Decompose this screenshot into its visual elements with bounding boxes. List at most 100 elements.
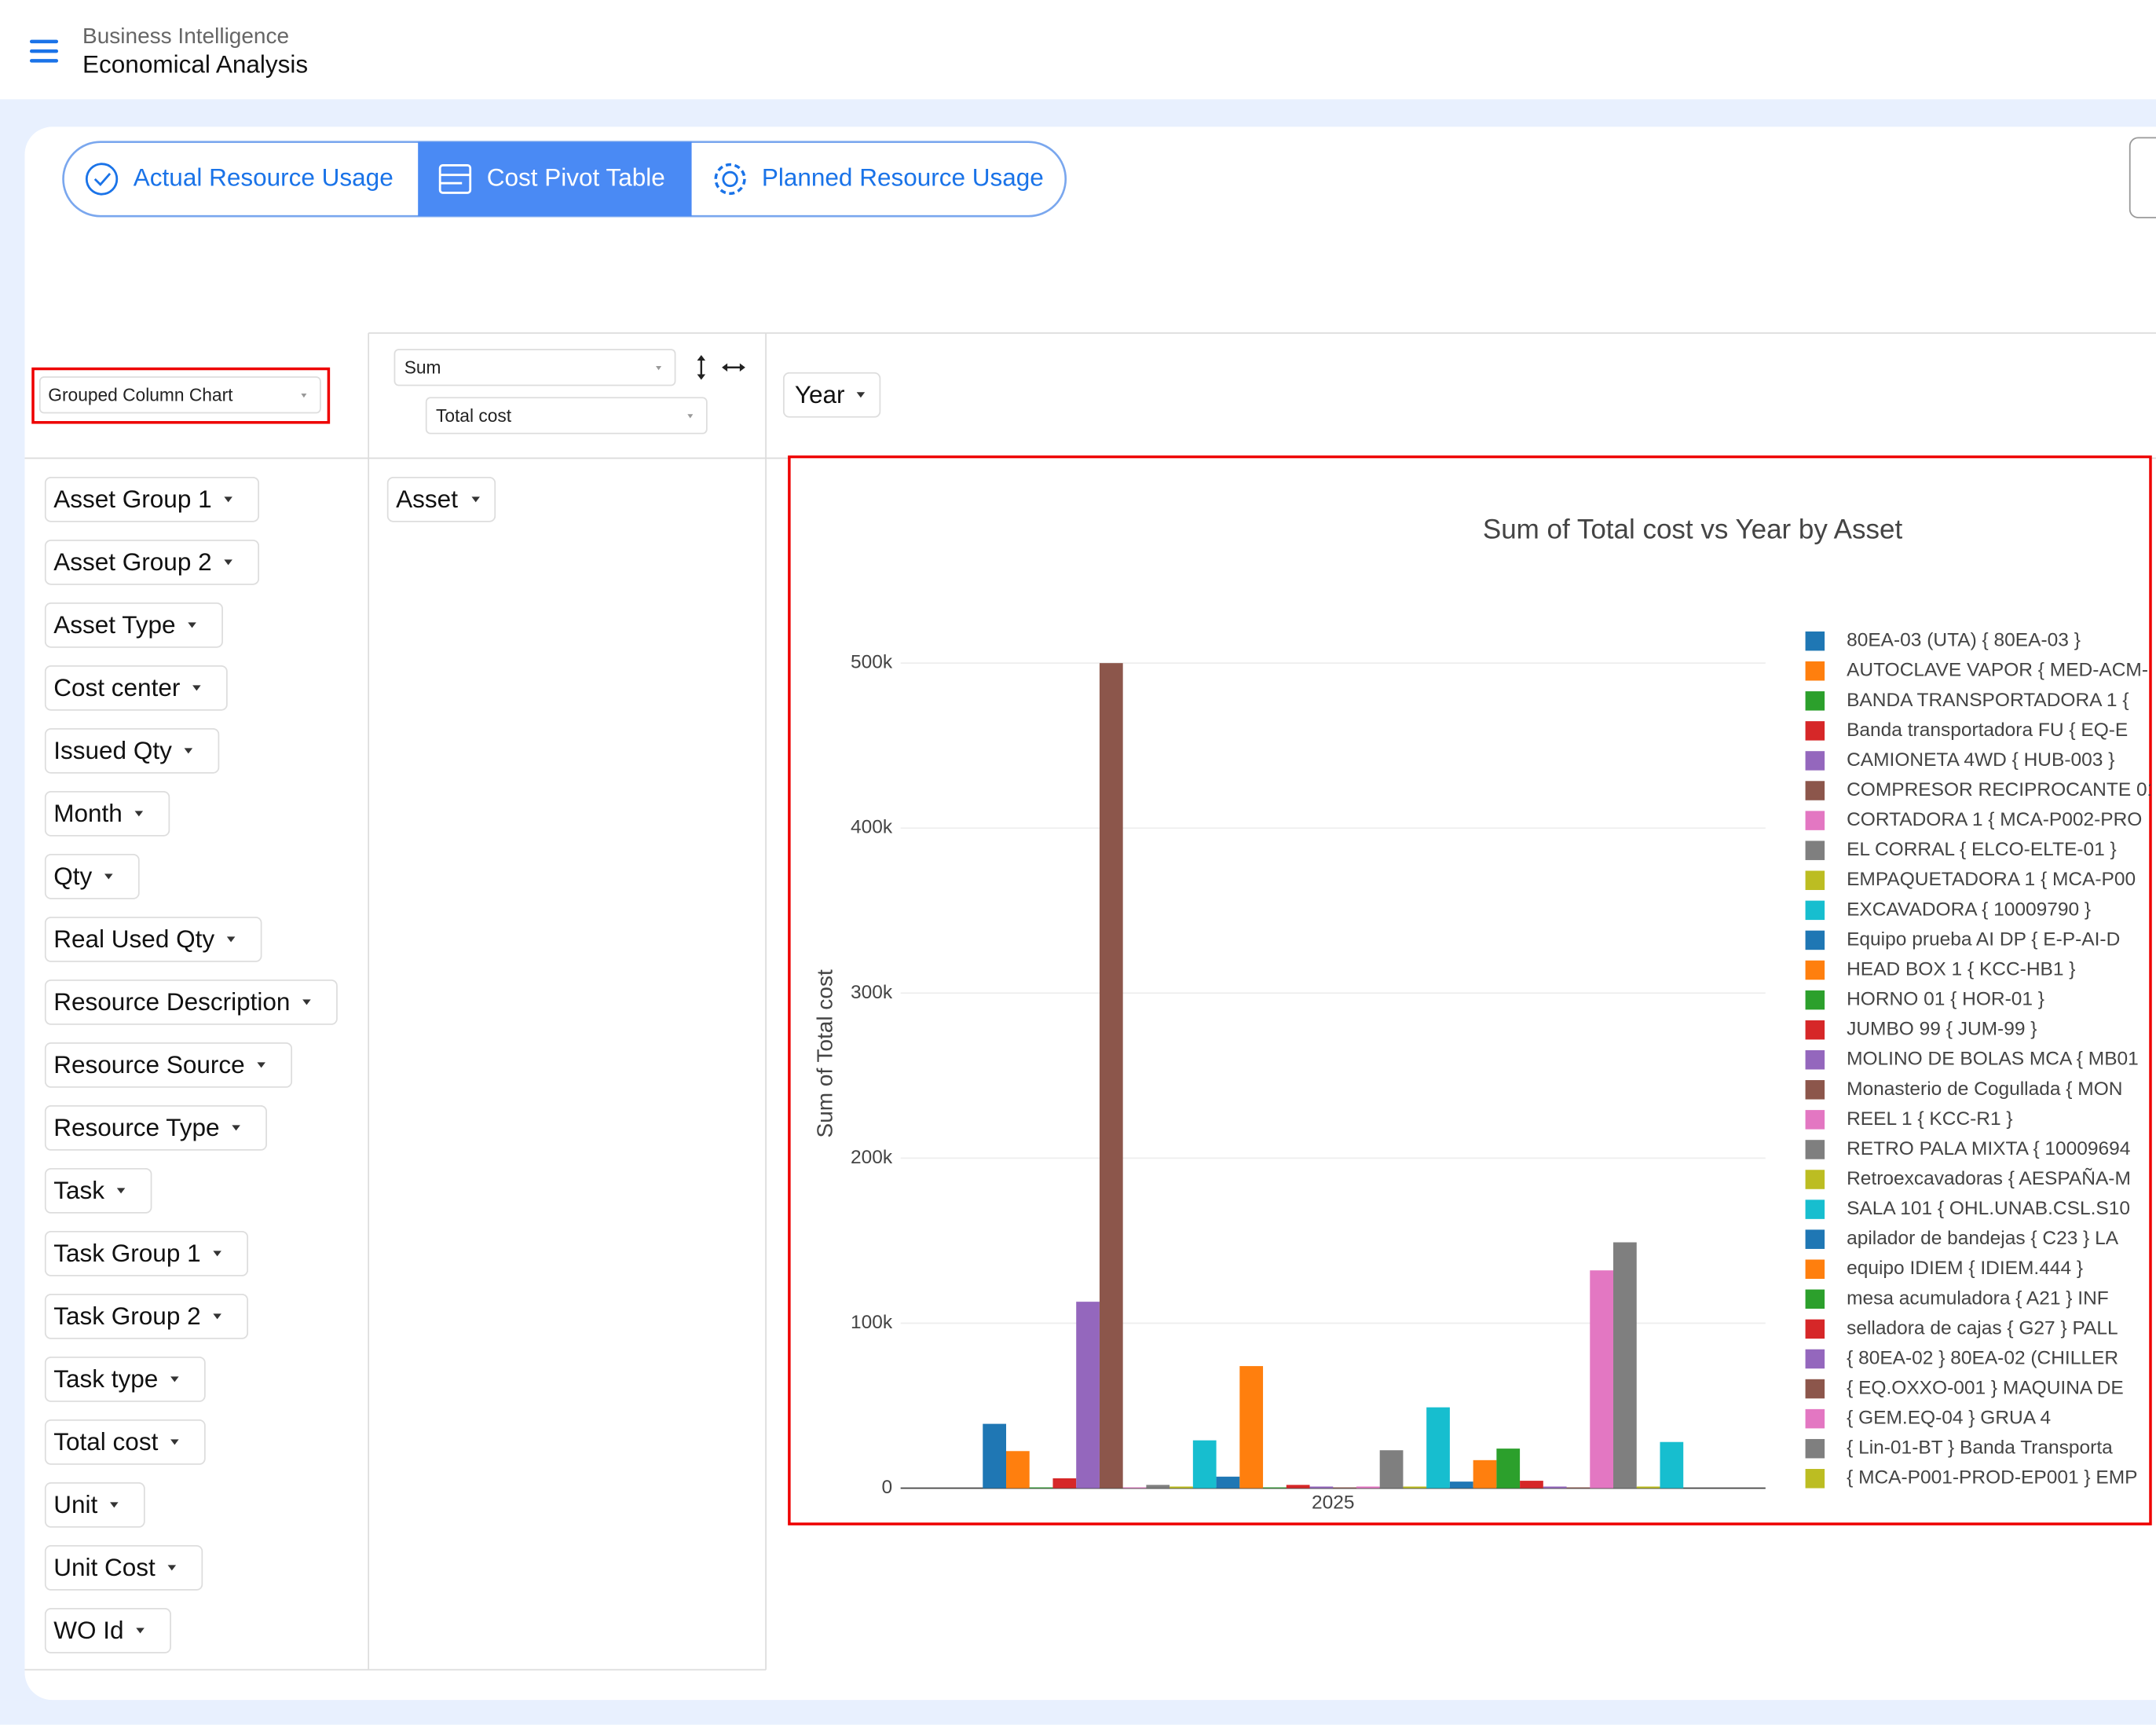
legend-label[interactable]: { 80EA-02 } 80EA-02 (CHILLER	[1847, 1347, 2118, 1368]
legend-label[interactable]: { GEM.EQ-04 } GRUA 4	[1847, 1408, 2051, 1429]
legend-label[interactable]: Equipo prueba AI DP { E-P-AI-D	[1847, 928, 2120, 950]
field-pill[interactable]	[44, 1104, 267, 1151]
field-label: Unit	[53, 1490, 97, 1518]
dropdown-caret	[167, 1565, 177, 1571]
tab[interactable]: Cost Pivot Table	[487, 163, 665, 191]
bar	[1449, 1481, 1473, 1489]
legend-label[interactable]: Banda transportadora FU { EQ-E	[1847, 720, 2128, 741]
side-control[interactable]	[2129, 137, 2156, 218]
field-label: Unit Cost	[53, 1553, 156, 1581]
attribute-select[interactable]	[425, 397, 708, 434]
legend-label[interactable]: equipo IDIEM { IDIEM.444 }	[1847, 1258, 2083, 1279]
legend-label[interactable]: Monasterio de Cogullada { MON	[1847, 1079, 2122, 1100]
col-field[interactable]	[782, 372, 881, 418]
field-label: Resource Source	[53, 1050, 244, 1079]
legend-label[interactable]: AUTOCLAVE VAPOR { MED-ACM-	[1847, 660, 2148, 681]
legend-label[interactable]: MOLINO DE BOLAS MCA { MB01	[1847, 1049, 2139, 1070]
field-pill[interactable]	[44, 853, 140, 899]
legend-label[interactable]: EXCAVADORA { 10009790 }	[1847, 899, 2091, 920]
renderer-select[interactable]	[38, 376, 321, 414]
legend-label[interactable]: CORTADORA 1 { MCA-P002-PRO	[1847, 809, 2142, 830]
row-field-label: Asset	[396, 485, 458, 513]
pivot-grid	[24, 332, 2156, 1671]
field-pill[interactable]	[44, 1230, 249, 1276]
field-pill[interactable]	[44, 727, 220, 774]
legend-label[interactable]: RETRO PALA MIXTA { 10009694	[1847, 1138, 2130, 1159]
field-pill[interactable]	[44, 1482, 145, 1528]
legend-label[interactable]: CAMIONETA 4WD { HUB-003 }	[1847, 749, 2114, 771]
legend-label[interactable]: COMPRESOR RECIPROCANTE 01	[1847, 779, 2156, 800]
dropdown-caret	[188, 622, 196, 628]
legend-label[interactable]: HORNO 01 { HOR-01 }	[1847, 989, 2044, 1010]
legend-swatch	[1805, 841, 1825, 860]
legend-swatch	[1805, 1469, 1825, 1489]
legend-swatch	[1805, 930, 1825, 950]
dropdown-caret	[232, 1125, 240, 1131]
legend-swatch	[1805, 990, 1825, 1010]
highlight	[31, 367, 331, 424]
field-pill[interactable]	[44, 539, 260, 585]
field-label: Resource Type	[53, 1113, 219, 1141]
dropdown-caret	[170, 1376, 179, 1383]
bar	[1426, 1407, 1450, 1489]
active-tab[interactable]	[418, 141, 692, 217]
legend-label[interactable]: HEAD BOX 1 { KCC-HB1 }	[1847, 958, 2075, 980]
header	[0, 0, 2156, 100]
dropdown-caret	[170, 1439, 179, 1445]
legend-swatch	[1805, 1080, 1825, 1100]
x-tick-label: 2025	[1312, 1492, 1355, 1513]
bar	[1543, 1486, 1567, 1489]
tab[interactable]: Planned Resource Usage	[762, 163, 1044, 191]
legend-label[interactable]: apilador de bandejas { C23 } LA	[1847, 1228, 2119, 1249]
bar	[1496, 1448, 1521, 1489]
dropdown-caret	[134, 811, 144, 817]
aggregator-select[interactable]	[393, 349, 676, 386]
legend-label[interactable]: BANDA TRANSPORTADORA 1 {	[1847, 690, 2129, 711]
bar	[1122, 1487, 1147, 1489]
field-label: Resource Description	[53, 987, 290, 1016]
legend-swatch	[1805, 811, 1825, 830]
dropdown-caret	[302, 999, 311, 1005]
field-pill[interactable]	[44, 1293, 249, 1339]
field-label: Asset Group 1	[53, 485, 211, 513]
field-pill[interactable]	[44, 1419, 206, 1465]
row-field[interactable]	[386, 476, 496, 522]
field-pill[interactable]	[44, 476, 260, 522]
sort-controls[interactable]	[697, 355, 745, 380]
legend-swatch	[1805, 721, 1825, 741]
legend-label[interactable]: EMPAQUETADORA 1 { MCA-P00	[1847, 869, 2136, 890]
legend-label[interactable]: 80EA-03 (UTA) { 80EA-03 }	[1847, 630, 2081, 651]
field-label: Task Group 1	[53, 1239, 200, 1267]
legend-label[interactable]: mesa acumuladora { A21 } INF	[1847, 1287, 2109, 1309]
renderer-label: Grouped Column Chart	[48, 385, 233, 405]
field-pill[interactable]	[44, 790, 170, 837]
field-pill[interactable]	[44, 1545, 203, 1591]
legend-label[interactable]: JUMBO 99 { JUM-99 }	[1847, 1019, 2037, 1040]
legend-swatch	[1805, 1110, 1825, 1130]
bar	[1636, 1486, 1660, 1489]
legend-label[interactable]: { Lin-01-BT } Banda Transporta	[1847, 1438, 2113, 1459]
header-title: Economical Analysis	[82, 50, 308, 79]
field-pill[interactable]	[44, 916, 262, 962]
dropdown-caret	[257, 1062, 265, 1068]
bar	[1192, 1440, 1217, 1489]
menu-button[interactable]	[29, 39, 59, 63]
field-pill[interactable]	[44, 1357, 206, 1402]
field-pill[interactable]	[44, 1042, 293, 1088]
y-axis-title: Sum of Total cost	[813, 969, 837, 1137]
legend-label[interactable]: { MCA-P001-PROD-EP001 } EMP	[1847, 1467, 2137, 1489]
field-pill[interactable]	[44, 602, 223, 648]
field-pill[interactable]	[44, 1608, 171, 1654]
legend-label[interactable]: { EQ.OXXO-001 } MAQUINA DE	[1847, 1378, 2124, 1399]
legend-label[interactable]: EL CORRAL { ELCO-ELTE-01 }	[1847, 839, 2117, 860]
field-pill[interactable]	[44, 979, 338, 1025]
tab[interactable]: Actual Resource Usage	[134, 163, 393, 191]
legend-swatch	[1805, 1319, 1825, 1339]
legend-label[interactable]: REEL 1 { KCC-R1 }	[1847, 1108, 2013, 1130]
field-label: Qty	[53, 862, 92, 890]
legend-label[interactable]: selladora de cajas { G27 } PALL	[1847, 1317, 2118, 1339]
field-pill[interactable]	[44, 1167, 152, 1214]
legend-label[interactable]: Retroexcavadoras { AESPAÑA-M	[1847, 1168, 2131, 1189]
field-pill[interactable]	[44, 665, 228, 711]
legend-label[interactable]: SALA 101 { OHL.UNAB.CSL.S10	[1847, 1198, 2130, 1219]
